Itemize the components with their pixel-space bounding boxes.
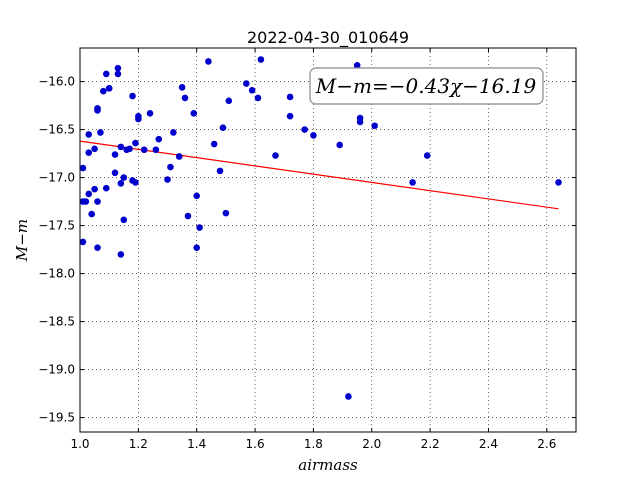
x-tick-label: 1.2	[129, 437, 148, 451]
data-point	[102, 184, 110, 192]
data-point	[286, 112, 294, 120]
data-point	[114, 70, 122, 78]
data-point	[353, 61, 361, 69]
data-point	[114, 64, 122, 72]
data-point	[371, 122, 378, 130]
data-point	[181, 94, 189, 102]
y-tick-label: −19.5	[38, 411, 75, 425]
data-point	[146, 109, 154, 117]
data-point	[219, 124, 227, 131]
x-tick-label: 2.2	[421, 437, 440, 451]
data-point	[152, 146, 160, 154]
data-point	[356, 118, 364, 126]
data-point	[91, 145, 98, 153]
data-point	[164, 176, 171, 183]
data-point	[193, 244, 201, 251]
data-point	[94, 244, 101, 251]
annotation-box-frame	[309, 67, 544, 105]
data-point	[170, 129, 177, 136]
data-point	[85, 190, 93, 198]
fit-equation-label: M−m=−0.43χ−16.19	[315, 74, 537, 98]
data-point	[178, 84, 186, 91]
data-point	[175, 153, 183, 160]
data-point	[94, 198, 101, 205]
data-point	[100, 87, 107, 95]
data-point	[423, 152, 431, 159]
data-point	[286, 93, 294, 101]
axis-ticks: 1.0 1.2 1.4 1.6 1.8 2.0 2.2 2.4 2.6 −16.0 −16.5 −17…	[38, 48, 576, 451]
data-point	[126, 145, 133, 153]
data-point	[102, 70, 110, 78]
y-tick-label: −16.0	[38, 75, 75, 89]
data-point	[79, 164, 87, 172]
data-point	[205, 58, 212, 65]
x-tick-label: 2.6	[537, 437, 556, 451]
data-point	[167, 163, 174, 171]
data-points	[79, 56, 562, 400]
data-point	[254, 94, 262, 102]
data-point	[210, 140, 218, 148]
data-point	[272, 152, 279, 159]
data-point	[120, 174, 128, 181]
data-point	[345, 393, 352, 400]
y-tick-label: −18.0	[38, 267, 75, 281]
x-tick-label: 2.0	[362, 437, 381, 451]
data-point	[88, 210, 95, 218]
y-axis-label: M−m	[13, 219, 31, 262]
data-point	[111, 151, 119, 158]
data-point	[193, 192, 201, 200]
data-point	[257, 56, 265, 63]
data-point	[190, 109, 198, 117]
data-point	[132, 139, 139, 147]
data-point	[79, 198, 87, 205]
y-tick-label: −16.5	[38, 123, 75, 137]
data-point	[409, 179, 416, 186]
data-point	[132, 179, 139, 186]
data-point	[97, 129, 104, 136]
chart-title: 2022-04-30_010649	[247, 28, 409, 48]
data-point	[91, 185, 98, 193]
y-tick-label: −18.5	[38, 315, 75, 329]
data-point	[196, 224, 203, 231]
y-tick-label: −17.5	[38, 219, 75, 233]
data-point	[184, 212, 192, 220]
data-point	[222, 209, 230, 217]
fit-line-group	[79, 140, 559, 210]
data-point	[120, 216, 128, 224]
data-point	[94, 105, 101, 112]
data-point	[243, 80, 250, 87]
data-point	[310, 132, 317, 139]
data-point	[225, 97, 233, 105]
data-point	[555, 179, 562, 186]
x-tick-label: 2.4	[479, 437, 498, 451]
fit-line	[79, 140, 559, 210]
data-point	[117, 251, 125, 258]
data-point	[301, 126, 308, 133]
x-tick-label: 1.8	[304, 437, 323, 451]
data-point	[135, 115, 142, 123]
data-point	[336, 141, 343, 149]
x-tick-label: 1.4	[187, 437, 206, 451]
data-point	[117, 180, 125, 187]
data-point	[248, 86, 256, 94]
x-axis-label: airmass	[298, 456, 358, 474]
data-point	[117, 143, 125, 151]
x-tick-label: 1.0	[70, 437, 89, 451]
data-point	[140, 146, 148, 154]
data-point	[79, 238, 87, 246]
x-tick-label: 1.6	[246, 437, 265, 451]
data-point	[216, 167, 224, 175]
data-point	[129, 92, 136, 100]
data-point	[85, 131, 93, 138]
data-point	[85, 149, 93, 156]
data-point	[155, 135, 163, 143]
annotation-box: M−m=−0.43χ−16.19	[309, 67, 544, 105]
data-point	[111, 169, 119, 177]
plot-frame	[79, 47, 577, 433]
y-tick-label: −19.0	[38, 363, 75, 377]
data-point	[105, 85, 113, 92]
y-tick-label: −17.0	[38, 171, 75, 185]
